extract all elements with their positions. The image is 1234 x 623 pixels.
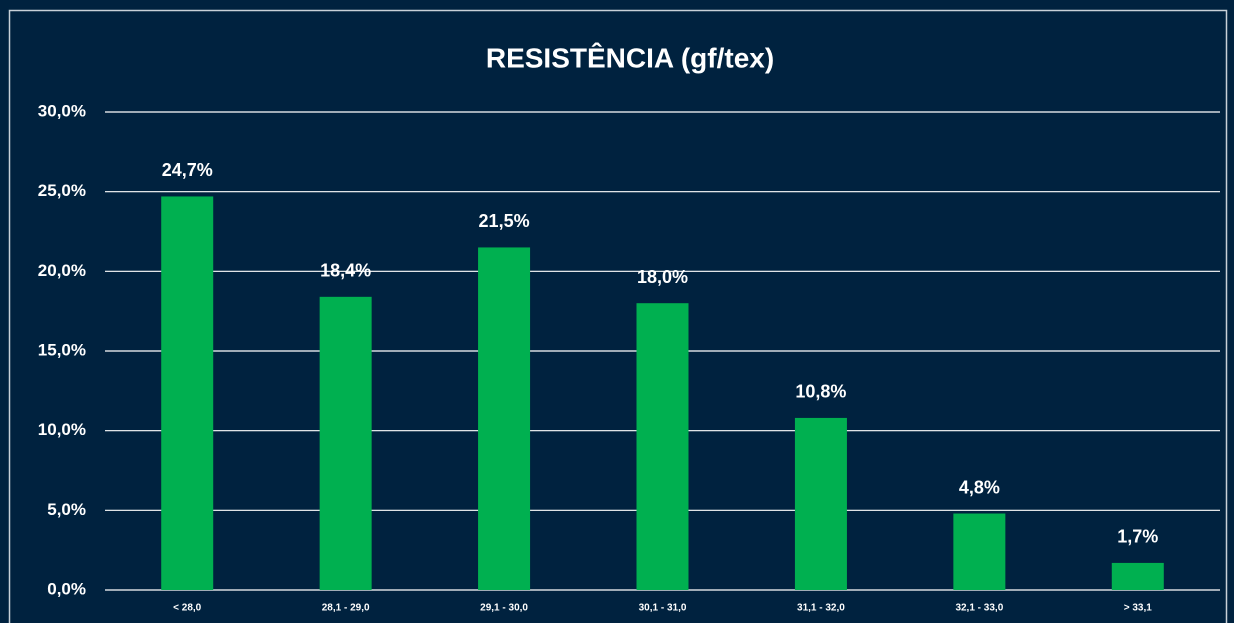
x-tick-label: 30,1 - 31,0 [639,603,687,614]
bar [319,296,372,590]
y-tick-label: 0,0% [47,579,86,598]
data-label: 1,7% [1117,527,1158,547]
data-label: 18,0% [637,267,688,287]
x-tick-label: 29,1 - 30,0 [480,603,528,614]
data-label: 18,4% [320,261,371,281]
bar [953,513,1006,590]
data-label: 10,8% [795,382,846,402]
data-label: 21,5% [479,211,530,231]
y-tick-label: 20,0% [38,261,86,280]
x-tick-label: 28,1 - 29,0 [322,603,370,614]
data-label: 24,7% [162,160,213,180]
x-tick-label: 31,1 - 32,0 [797,603,845,614]
chart-border [8,9,1228,623]
y-tick-label: 25,0% [38,181,86,200]
y-tick-label: 10,0% [38,420,86,439]
bar [1111,562,1164,590]
bar [636,303,689,590]
x-tick-label: 32,1 - 33,0 [955,603,1003,614]
bar [478,247,531,590]
x-tick-label: < 28,0 [173,603,202,614]
bar [161,196,214,591]
y-tick-label: 30,0% [38,101,86,120]
chart-title: RESISTÊNCIA (gf/tex) [486,42,774,73]
y-tick-label: 15,0% [38,340,86,359]
x-tick-label: > 33,1 [1124,603,1153,614]
y-tick-label: 5,0% [47,500,86,519]
data-label: 4,8% [959,477,1000,497]
bar [794,417,847,590]
